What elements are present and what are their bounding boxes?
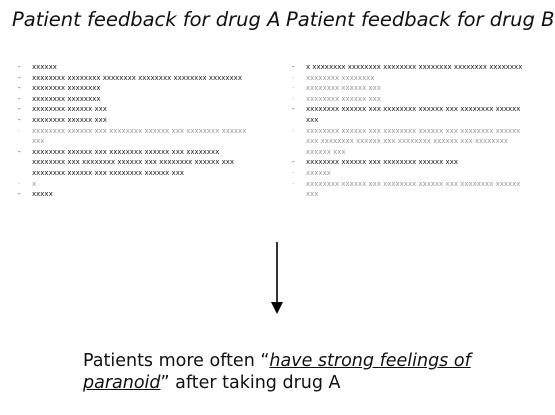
feedback-item: xxxxxx [292,168,524,179]
feedback-item: xxxxxxxx xxxxxx xxx xxxxxxxx xxxxxx xxx … [18,126,250,147]
conclusion-suffix: ” after taking drug A [160,373,341,393]
feedback-item: xxxxxxxx xxxxxx xxx [292,83,524,94]
feedback-item: xxxxxxxx xxxxxx xxx [18,104,250,115]
feedback-item: xxxxxxxx xxxxxx xxx xxxxxxxx xxxxxx xxx … [292,179,524,200]
drug-b-heading: Patient feedback for drug B [286,8,555,31]
feedback-item: xxxxxx [18,62,250,73]
feedback-item: xxxxxxxx xxxxxx xxx [292,94,524,105]
feedback-item: x xxxxxxxx xxxxxxxx xxxxxxxx xxxxxxxx xx… [292,62,524,73]
feedback-item: xxxxxxxx xxxxxx xxx xxxxxxxx xxxxxx xxx … [292,126,524,158]
feedback-item: xxxxxxxx xxxxxxxx [292,73,524,84]
drug-b-feedback-list: x xxxxxxxx xxxxxxxx xxxxxxxx xxxxxxxx xx… [292,62,524,200]
feedback-item: xxxxxxxx xxxxxxxx [18,83,250,94]
feedback-item: xxxxxxxx xxxxxxxx xxxxxxxx xxxxxxxx xxxx… [18,73,250,84]
conclusion-statement: Patients more often “have strong feeling… [83,350,503,394]
feedback-item: xxxxx [18,189,250,200]
feedback-item: xxxxxxxx xxxxxxxx [18,94,250,105]
feedback-item: x [18,179,250,190]
down-arrow-icon [271,242,283,314]
feedback-item: xxxxxxxx xxxxxx xxx [18,115,250,126]
conclusion-prefix: Patients more often “ [83,351,270,371]
conclusion-emphasis: have strong feelings of paranoid [83,351,471,393]
feedback-item: xxxxxxxx xxxxxx xxx xxxxxxxx xxxxxx xxx … [18,147,250,179]
feedback-item: xxxxxxxx xxxxxx xxx xxxxxxxx xxxxxx xxx … [292,104,524,125]
drug-a-heading: Patient feedback for drug A [12,8,281,31]
feedback-item: xxxxxxxx xxxxxx xxx xxxxxxxx xxxxxx xxx [292,157,524,168]
arrow-head [271,302,283,314]
